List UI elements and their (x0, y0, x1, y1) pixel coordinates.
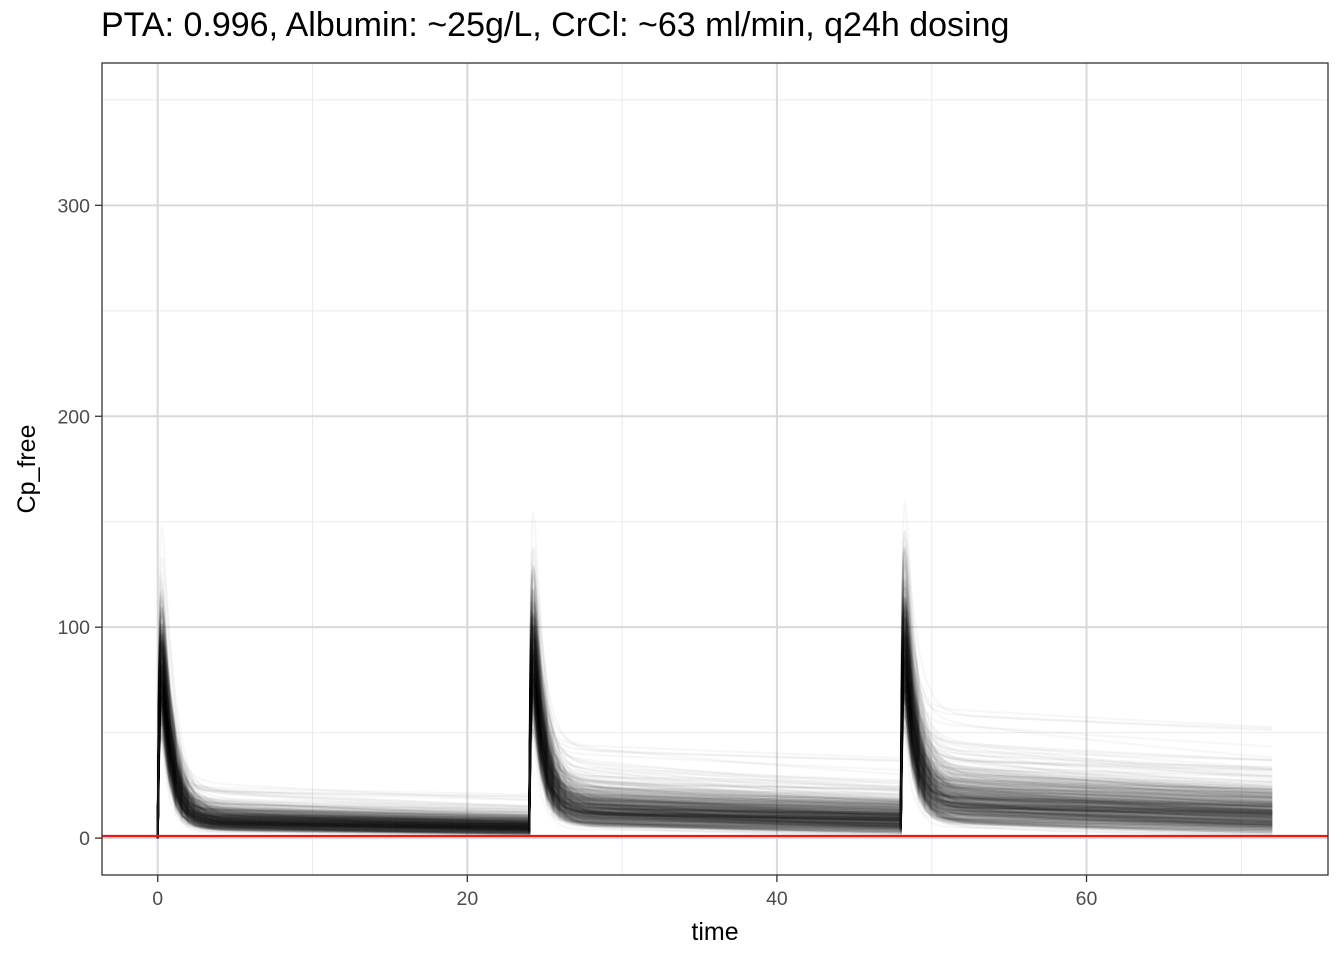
y-tick-label: 100 (57, 617, 90, 639)
y-tick-label: 300 (57, 195, 90, 217)
axes: 0 20 40 60 0 100 200 300 (57, 195, 1097, 910)
x-tick-label: 20 (456, 888, 478, 910)
x-tick-label: 40 (766, 888, 788, 910)
y-tick-label: 0 (79, 828, 90, 850)
grid-lines (102, 63, 1328, 875)
x-tick-label: 60 (1076, 888, 1098, 910)
chart-title: PTA: 0.996, Albumin: ~25g/L, CrCl: ~63 m… (101, 6, 1010, 44)
simulated-profiles (158, 501, 1273, 838)
x-axis-title: time (691, 918, 738, 946)
y-axis-title: Cp_free (13, 425, 41, 514)
x-tick-label: 0 (152, 888, 163, 910)
y-tick-label: 200 (57, 406, 90, 428)
panel-border (101, 62, 1329, 876)
